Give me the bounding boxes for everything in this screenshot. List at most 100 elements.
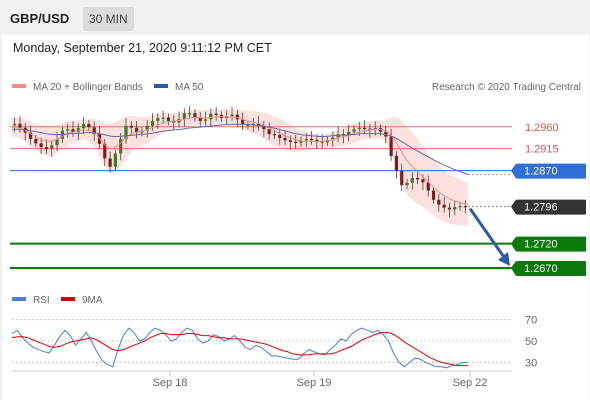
last-price-level-tag-pointer: [511, 199, 516, 215]
candle-body: [315, 139, 319, 142]
support-level-tag: [516, 260, 586, 276]
candle-body: [309, 138, 314, 141]
candle-body: [124, 125, 128, 139]
resistance-level-label: 1.2960: [525, 122, 559, 134]
candle-body: [463, 206, 467, 208]
rsi-ma9-line: [11, 331, 468, 367]
candle-body: [188, 113, 192, 115]
candle-body: [209, 113, 213, 120]
candle-body: [135, 127, 139, 133]
candle-body: [442, 204, 446, 208]
rsi-legend: RSI 9MA: [12, 295, 103, 306]
timestamp: Monday, September 21, 2020 9:11:12 PM CE…: [13, 41, 272, 55]
main-legend: MA 20 + Bollinger Bands MA 50 Research ©…: [12, 82, 581, 93]
candle-body: [447, 207, 452, 210]
candle-body: [347, 131, 351, 136]
ma50-legend-label: MA 50: [175, 82, 204, 93]
candle-body: [357, 127, 361, 130]
x-axis-tick-label: Sep 18: [153, 377, 188, 389]
candle-body: [320, 141, 324, 143]
ma50-line: [12, 123, 469, 175]
candle-body: [453, 207, 457, 210]
candle-body: [394, 155, 399, 171]
candle-body: [410, 177, 414, 183]
candle-body: [214, 113, 218, 116]
last-price-level-label: 1.2796: [524, 202, 558, 214]
candle-body: [405, 182, 409, 186]
candle-body: [241, 119, 245, 125]
candle-body: [363, 127, 367, 129]
rsi-tick-label: 50: [525, 336, 537, 348]
candle-body: [230, 114, 234, 117]
candle-body: [18, 123, 22, 128]
candle-body: [156, 118, 160, 121]
support-level-tag-pointer: [511, 236, 516, 252]
candle-body: [235, 114, 239, 120]
chart-panel: [2, 35, 589, 400]
ma9-legend-swatch: [61, 297, 75, 301]
support-level-label: 1.2720: [524, 239, 558, 251]
candle-body: [193, 113, 197, 119]
candle-body: [458, 206, 462, 208]
candle-body: [34, 138, 38, 144]
candle-body: [87, 123, 91, 128]
candle-body: [288, 140, 292, 142]
candle-body: [76, 128, 80, 133]
support-level-tag: [516, 236, 586, 252]
candle-body: [145, 125, 149, 131]
candle-body: [44, 147, 49, 150]
candle-body: [55, 138, 59, 146]
forecast-arrowhead: [498, 251, 510, 266]
candle-body: [352, 129, 356, 132]
candle-body: [299, 140, 303, 143]
pivot-level-tag-pointer: [511, 163, 516, 179]
candle-body: [203, 119, 208, 121]
candle-body: [198, 118, 202, 121]
candle-body: [416, 177, 420, 180]
candle-body: [421, 179, 425, 183]
candle-body: [400, 170, 404, 186]
x-axis-tick-label: Sep 22: [453, 377, 488, 389]
support-level-tag-pointer: [511, 260, 516, 276]
candle-body: [92, 127, 96, 135]
candle-body: [368, 128, 372, 130]
ma9-legend-label: 9MA: [82, 295, 103, 306]
rsi-legend-swatch: [12, 297, 26, 301]
candle-body: [108, 158, 112, 167]
resistance-level-label: 1.2915: [525, 144, 559, 156]
candle-body: [182, 113, 186, 119]
forecast-arrow: [468, 207, 508, 261]
candle-body: [81, 123, 86, 129]
pivot-level-tag: [516, 163, 586, 179]
candle-body: [28, 132, 33, 139]
rsi-legend-label: RSI: [33, 295, 50, 306]
candle-body: [384, 131, 388, 137]
support-level-label: 1.2670: [524, 263, 558, 275]
candle-body: [39, 143, 43, 148]
candle-body: [66, 129, 70, 131]
candle-body: [119, 138, 123, 154]
copyright-text: Research © 2020 Trading Central: [432, 82, 581, 93]
candle-body: [267, 129, 271, 135]
candle-body: [331, 137, 335, 140]
candle-body: [304, 138, 308, 141]
candle-body: [71, 129, 75, 133]
candle-body: [262, 125, 266, 130]
timeframe-button[interactable]: 30 MIN: [83, 7, 134, 31]
ma50-legend-swatch: [154, 84, 168, 88]
ma20-legend-label: MA 20 + Bollinger Bands: [33, 82, 143, 93]
candle-body: [272, 134, 277, 136]
candle-body: [161, 117, 165, 119]
x-axis-tick-label: Sep 19: [297, 377, 332, 389]
candle-body: [278, 135, 282, 138]
candle-body: [103, 143, 107, 159]
last-price-level-tag: [516, 199, 586, 215]
rsi-tick-label: 70: [525, 315, 537, 327]
candle-body: [166, 117, 171, 121]
ma20-legend-swatch: [12, 84, 26, 88]
candle-body: [283, 137, 287, 141]
candle-body: [172, 120, 176, 123]
candle-body: [426, 182, 430, 191]
candle-body: [13, 123, 17, 126]
